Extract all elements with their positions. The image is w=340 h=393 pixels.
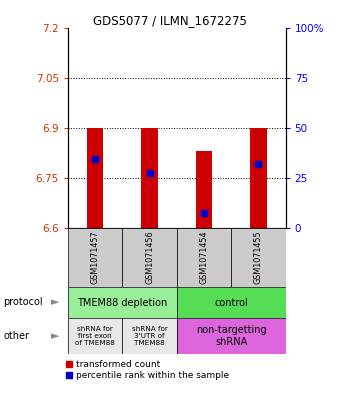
Text: non-targetting
shRNA: non-targetting shRNA [196, 325, 267, 347]
Text: GSM1071457: GSM1071457 [91, 231, 100, 284]
Bar [196, 151, 212, 228]
Text: GSM1071455: GSM1071455 [254, 231, 263, 284]
Bar [177, 287, 286, 318]
Bar [68, 318, 122, 354]
Text: shRNA for
first exon
of TMEM88: shRNA for first exon of TMEM88 [75, 326, 115, 346]
Text: other: other [3, 331, 29, 341]
Bar [68, 287, 177, 318]
Bar [177, 228, 231, 287]
Text: TMEM88 depletion: TMEM88 depletion [77, 298, 168, 308]
Text: protocol: protocol [3, 297, 43, 307]
Bar [231, 228, 286, 287]
Bar [122, 318, 177, 354]
Legend: transformed count, percentile rank within the sample: transformed count, percentile rank withi… [66, 360, 229, 380]
Text: ►: ► [51, 297, 60, 307]
Text: GSM1071454: GSM1071454 [200, 231, 208, 284]
Text: GDS5077 / ILMN_1672275: GDS5077 / ILMN_1672275 [93, 14, 247, 27]
Text: GSM1071456: GSM1071456 [145, 231, 154, 284]
Bar [87, 128, 103, 228]
Bar [250, 128, 267, 228]
Bar [177, 318, 286, 354]
Bar [141, 128, 158, 228]
Bar [122, 228, 177, 287]
Text: shRNA for
3'UTR of
TMEM88: shRNA for 3'UTR of TMEM88 [132, 326, 168, 346]
Text: control: control [214, 298, 248, 308]
Text: ►: ► [51, 331, 60, 341]
Bar [68, 228, 122, 287]
